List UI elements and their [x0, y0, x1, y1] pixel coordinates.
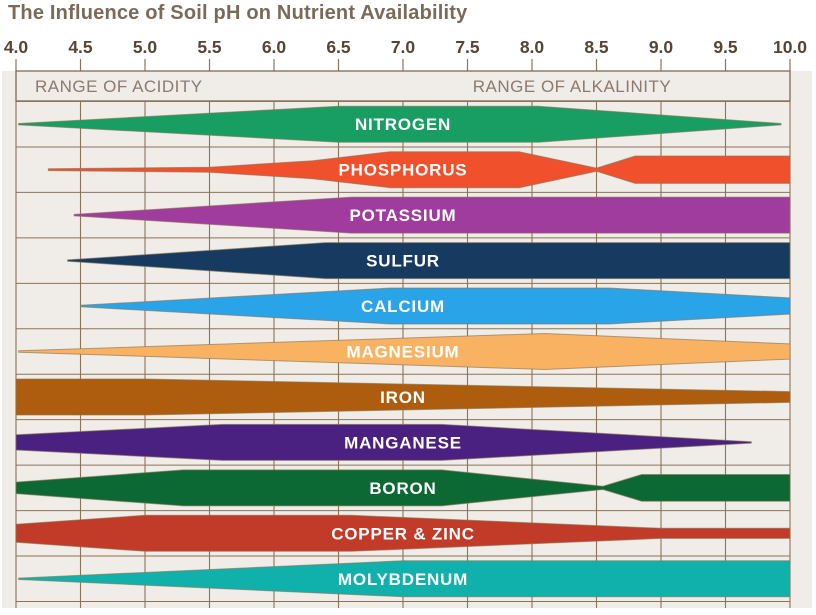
- band-label-manganese: MANGANESE: [344, 433, 462, 452]
- axis-tick-label: 6.5: [326, 37, 351, 57]
- axis-tick-label: 9.0: [649, 37, 674, 57]
- band-copper-zinc: [15, 514, 791, 552]
- band-molybdenum: [18, 560, 791, 598]
- axis-tick-label: 10.0: [773, 37, 807, 57]
- header-alkalinity-label: RANGE OF ALKALINITY: [473, 77, 671, 96]
- axis-tick-label: 4.5: [68, 37, 93, 57]
- band-label-molybdenum: MOLYBDENUM: [338, 570, 468, 589]
- band-boron: [15, 469, 791, 507]
- band-label-copper-zinc: COPPER & ZINC: [331, 524, 475, 543]
- band-manganese: [15, 423, 752, 461]
- axis-tick-label: 4.0: [4, 37, 29, 57]
- band-potassium: [73, 196, 791, 234]
- axis-tick-label: 6.0: [262, 37, 287, 57]
- chart-title: The Influence of Soil pH on Nutrient Ava…: [8, 2, 468, 24]
- band-label-phosphorus: PHOSPHORUS: [339, 161, 468, 180]
- band-label-boron: BORON: [369, 479, 436, 498]
- band-label-sulfur: SULFUR: [366, 252, 440, 271]
- band-phosphorus: [47, 151, 791, 189]
- band-label-calcium: CALCIUM: [361, 297, 445, 316]
- band-sulfur: [67, 242, 791, 280]
- axis-tick-label: 7.5: [455, 37, 480, 57]
- axis-tick-label: 8.5: [584, 37, 609, 57]
- axis-tick-label: 5.5: [197, 37, 222, 57]
- header-acidity-label: RANGE OF ACIDITY: [35, 77, 203, 96]
- band-nitrogen: [18, 105, 782, 143]
- band-calcium: [80, 287, 791, 325]
- axis-tick-label: 7.0: [391, 37, 416, 57]
- band-iron: [15, 378, 791, 416]
- band-label-nitrogen: NITROGEN: [355, 115, 451, 134]
- band-label-iron: IRON: [380, 388, 426, 407]
- axis-tick-label: 8.0: [520, 37, 545, 57]
- band-magnesium: [18, 333, 791, 370]
- axis-tick-label: 9.5: [713, 37, 738, 57]
- band-label-magnesium: MAGNESIUM: [347, 343, 460, 362]
- band-label-potassium: POTASSIUM: [349, 206, 456, 225]
- axis-tick-label: 5.0: [133, 37, 158, 57]
